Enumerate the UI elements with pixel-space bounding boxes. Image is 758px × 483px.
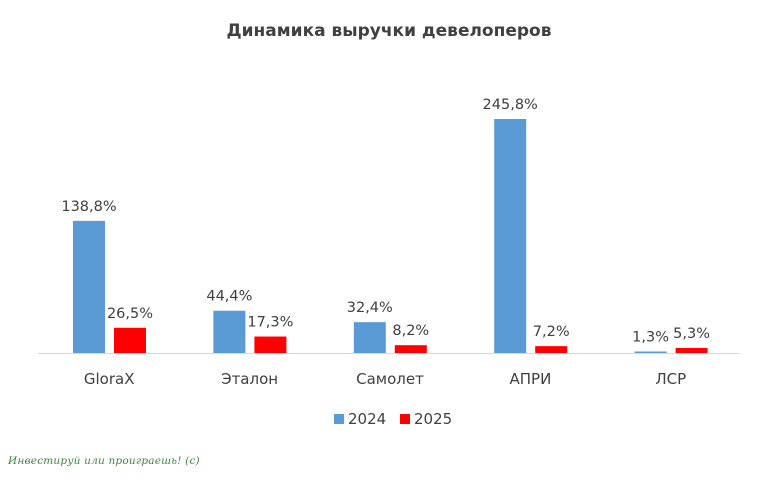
bar-2025-0: [114, 327, 146, 353]
legend-label-2024: 2024: [348, 410, 386, 428]
bar-2024-1: [213, 310, 246, 353]
bar-2024-2: [353, 322, 386, 353]
legend: 2024 2025: [334, 410, 452, 428]
bar-2024-0: [73, 220, 105, 353]
data-label-2024-0: 138,8%: [61, 199, 116, 215]
chart-title: Динамика выручки девелоперов: [227, 21, 552, 41]
data-label-2025-2: 8,2%: [392, 323, 429, 339]
category-label-2: Самолет: [356, 370, 424, 388]
bar-2025-3: [535, 346, 568, 353]
legend-swatch-2025: [400, 414, 410, 424]
bar-2025-4: [675, 347, 708, 353]
bar-2024-4: [634, 351, 667, 353]
data-label-2025-4: 5,3%: [673, 326, 710, 342]
data-label-2025-0: 26,5%: [107, 306, 153, 322]
category-label-0: GloraX: [84, 370, 135, 388]
data-label-2024-3: 245,8%: [483, 97, 538, 113]
data-label-2024-2: 32,4%: [347, 300, 393, 316]
legend-swatch-2024: [334, 414, 344, 424]
category-label-3: АПРИ: [509, 370, 551, 388]
data-label-2024-4: 1,3%: [632, 330, 669, 346]
legend-label-2025: 2025: [414, 410, 452, 428]
bar-2025-1: [254, 336, 287, 353]
data-label-2025-1: 17,3%: [247, 315, 293, 331]
watermark-text: Инвестируй или проиграешь! (с): [8, 455, 200, 467]
data-label-2025-3: 7,2%: [533, 324, 570, 340]
plot-area: 138,8% 26,5% GloraX 44,4% 17,3% Эталон 32,4% 8,…: [38, 97, 740, 388]
bar-2025-2: [394, 345, 427, 353]
category-label-4: ЛСР: [655, 370, 686, 388]
data-label-2024-1: 44,4%: [206, 289, 252, 305]
category-label-1: Эталон: [221, 370, 278, 388]
bar-2024-3: [494, 119, 527, 353]
